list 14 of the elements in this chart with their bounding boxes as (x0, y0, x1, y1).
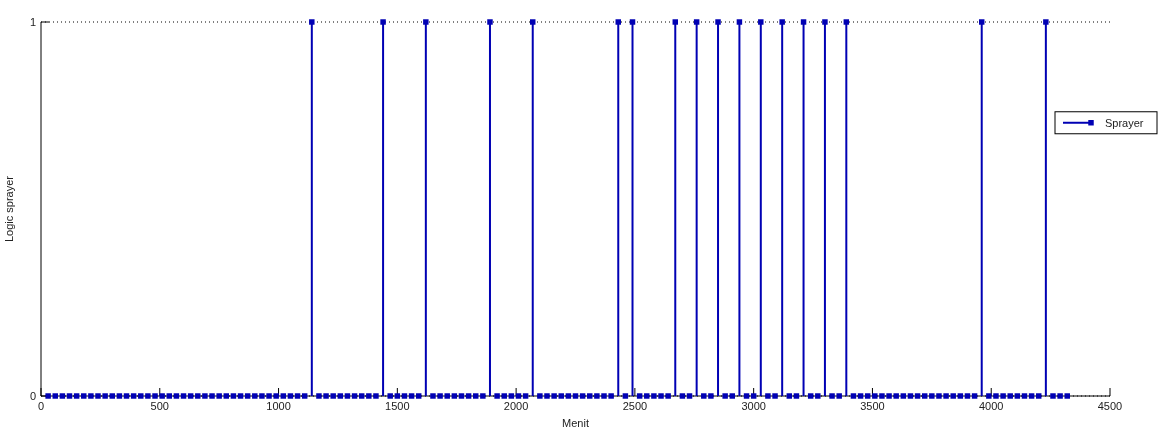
x-tick-label: 4500 (1097, 400, 1123, 412)
legend-label: Sprayer (1105, 116, 1144, 129)
y-axis-title: Logic sprayer (3, 175, 15, 243)
x-tick-label: 2000 (503, 400, 529, 412)
x-tick-label: 0 (37, 400, 45, 412)
x-tick-label: 500 (150, 400, 169, 412)
y-tick-label: 1 (29, 16, 36, 28)
x-tick-label: 4000 (978, 400, 1004, 412)
x-tick-label: 2500 (622, 400, 648, 412)
x-tick-label: 3000 (741, 400, 766, 412)
x-tick-label: 3500 (860, 400, 885, 412)
x-tick-label: 1000 (266, 400, 291, 412)
x-axis-title: Menit (562, 417, 589, 429)
x-tick-label: 1500 (385, 400, 410, 412)
